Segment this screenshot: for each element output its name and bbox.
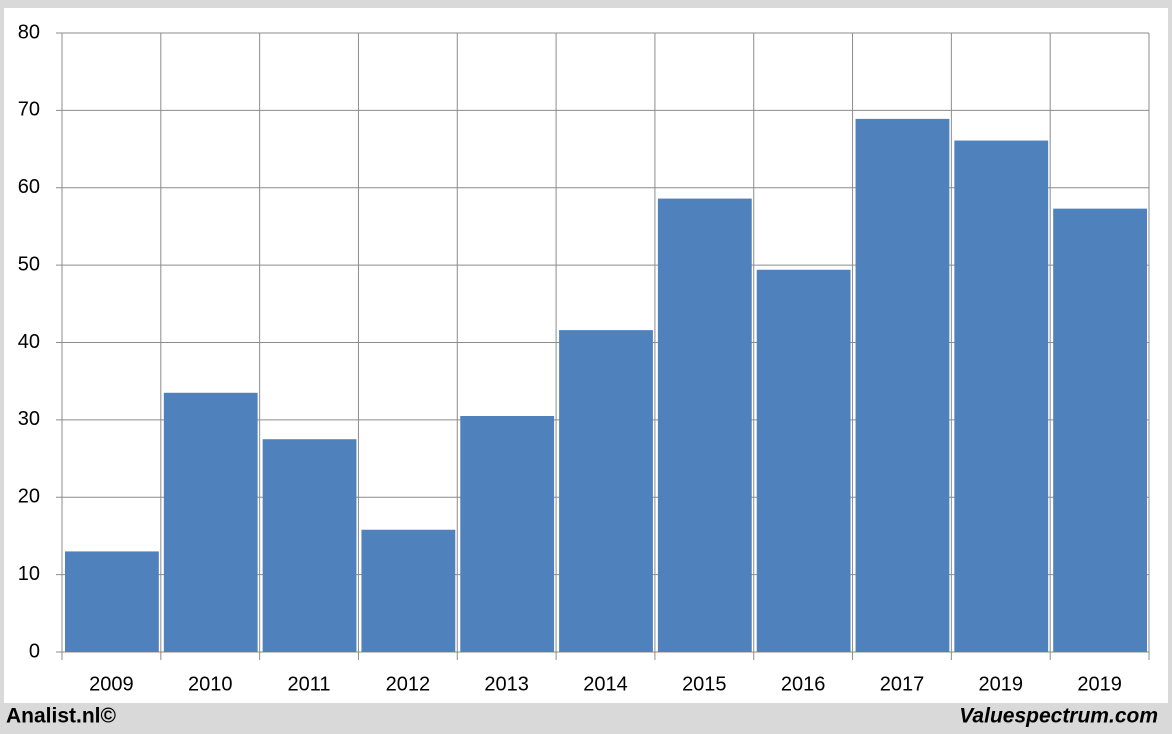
x-tick-label: 2010: [188, 673, 233, 695]
bar: [460, 416, 555, 652]
y-tick-label: 80: [18, 21, 40, 43]
bar: [855, 118, 950, 653]
x-tick-label: 2009: [89, 673, 134, 695]
x-tick-label: 2013: [484, 673, 529, 695]
y-tick-label: 30: [18, 408, 40, 430]
bar: [163, 392, 258, 652]
y-tick-label: 60: [18, 176, 40, 198]
x-tick-label: 2012: [386, 673, 431, 695]
bar: [657, 198, 752, 652]
bar: [262, 439, 357, 652]
x-tick-label: 2016: [781, 673, 826, 695]
x-tick-label: 2011: [288, 673, 331, 695]
footer-right: Valuespectrum.com: [959, 705, 1158, 728]
y-tick-label: 50: [18, 253, 40, 275]
y-tick-label: 10: [18, 563, 40, 585]
y-tick-label: 0: [29, 640, 40, 662]
y-tick-label: 70: [18, 99, 40, 121]
bar: [361, 529, 456, 652]
x-tick-label: 2019: [979, 673, 1024, 695]
bar: [756, 269, 851, 652]
y-tick-label: 20: [18, 486, 40, 508]
bar: [65, 551, 159, 652]
x-tick-label: 2015: [682, 673, 727, 695]
x-tick-label: 2014: [583, 673, 628, 695]
bar: [1053, 208, 1147, 653]
bar: [559, 330, 653, 652]
bar: [954, 140, 1049, 652]
y-tick-label: 40: [18, 331, 40, 353]
footer-left: Analist.nl©: [6, 705, 117, 728]
x-tick-label: 2019: [1077, 673, 1122, 695]
x-tick-label: 2017: [880, 673, 925, 695]
